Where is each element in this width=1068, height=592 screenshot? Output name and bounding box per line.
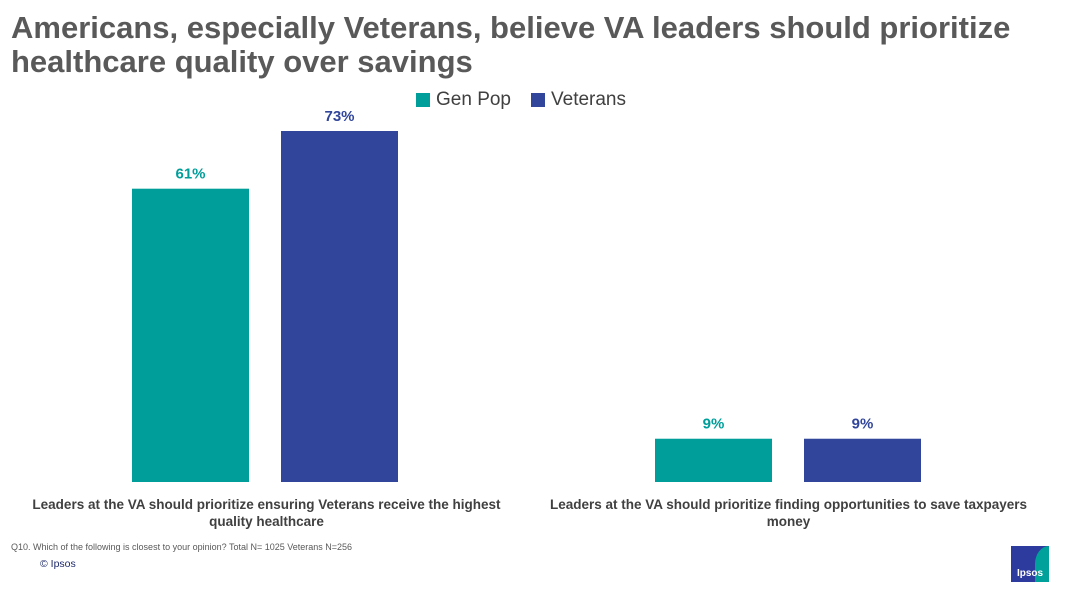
bar-gen-pop-save-money [655,438,772,482]
legend-item-gen-pop: Gen Pop [416,89,511,111]
logo-swoosh-icon [1035,546,1049,582]
bar-veterans-save-money [804,438,921,482]
legend-label-gen-pop: Gen Pop [436,89,511,110]
legend-item-veterans: Veterans [531,89,626,111]
chart-title: Americans, especially Veterans, believe … [11,10,1011,79]
copyright: © Ipsos [40,558,76,570]
category-label-save-money: Leaders at the VA should prioritize find… [549,497,1028,529]
bar-veterans-healthcare-quality [281,131,398,482]
data-label-gen-pop-save-money: 9% [703,416,725,433]
legend-swatch-veterans [531,93,545,107]
data-label-gen-pop-healthcare-quality: 61% [175,166,205,183]
legend-label-veterans: Veterans [551,89,626,110]
category-label-healthcare-quality: Leaders at the VA should prioritize ensu… [32,497,501,529]
logo-text: Ipsos [1016,568,1044,579]
bar-gen-pop-healthcare-quality [132,188,249,483]
legend-swatch-gen-pop [416,93,430,107]
ipsos-logo: Ipsos [1011,546,1049,582]
footnote: Q10. Which of the following is closest t… [11,542,353,552]
data-label-veterans-save-money: 9% [852,416,874,433]
legend: Gen Pop Veterans [416,89,626,111]
bar-chart: 61% 73% 9% 9% [132,108,921,483]
data-label-veterans-healthcare-quality: 73% [324,108,354,125]
